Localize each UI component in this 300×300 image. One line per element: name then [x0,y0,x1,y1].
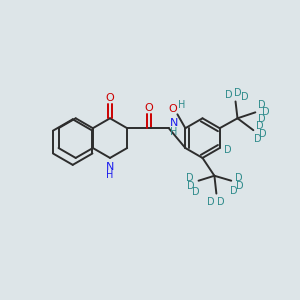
Text: H: H [170,127,177,137]
Text: N: N [169,118,178,128]
Text: D: D [260,129,267,139]
Text: H: H [106,170,114,180]
Text: D: D [234,88,241,98]
Text: D: D [256,121,264,131]
Text: D: D [262,107,270,117]
Text: D: D [254,134,261,144]
Text: D: D [186,173,194,183]
Text: O: O [168,104,177,114]
Text: D: D [217,196,224,206]
Text: O: O [145,103,153,113]
Text: D: D [207,196,214,206]
Text: H: H [178,100,185,110]
Text: D: D [241,92,248,103]
Text: D: D [236,173,243,183]
Text: D: D [230,186,238,196]
Text: D: D [236,181,244,191]
Text: D: D [259,114,266,124]
Text: O: O [106,94,114,103]
Text: D: D [259,100,266,110]
Text: D: D [225,89,232,100]
Text: D: D [187,181,194,191]
Text: D: D [192,187,200,196]
Text: D: D [224,145,231,155]
Text: N: N [106,162,114,172]
